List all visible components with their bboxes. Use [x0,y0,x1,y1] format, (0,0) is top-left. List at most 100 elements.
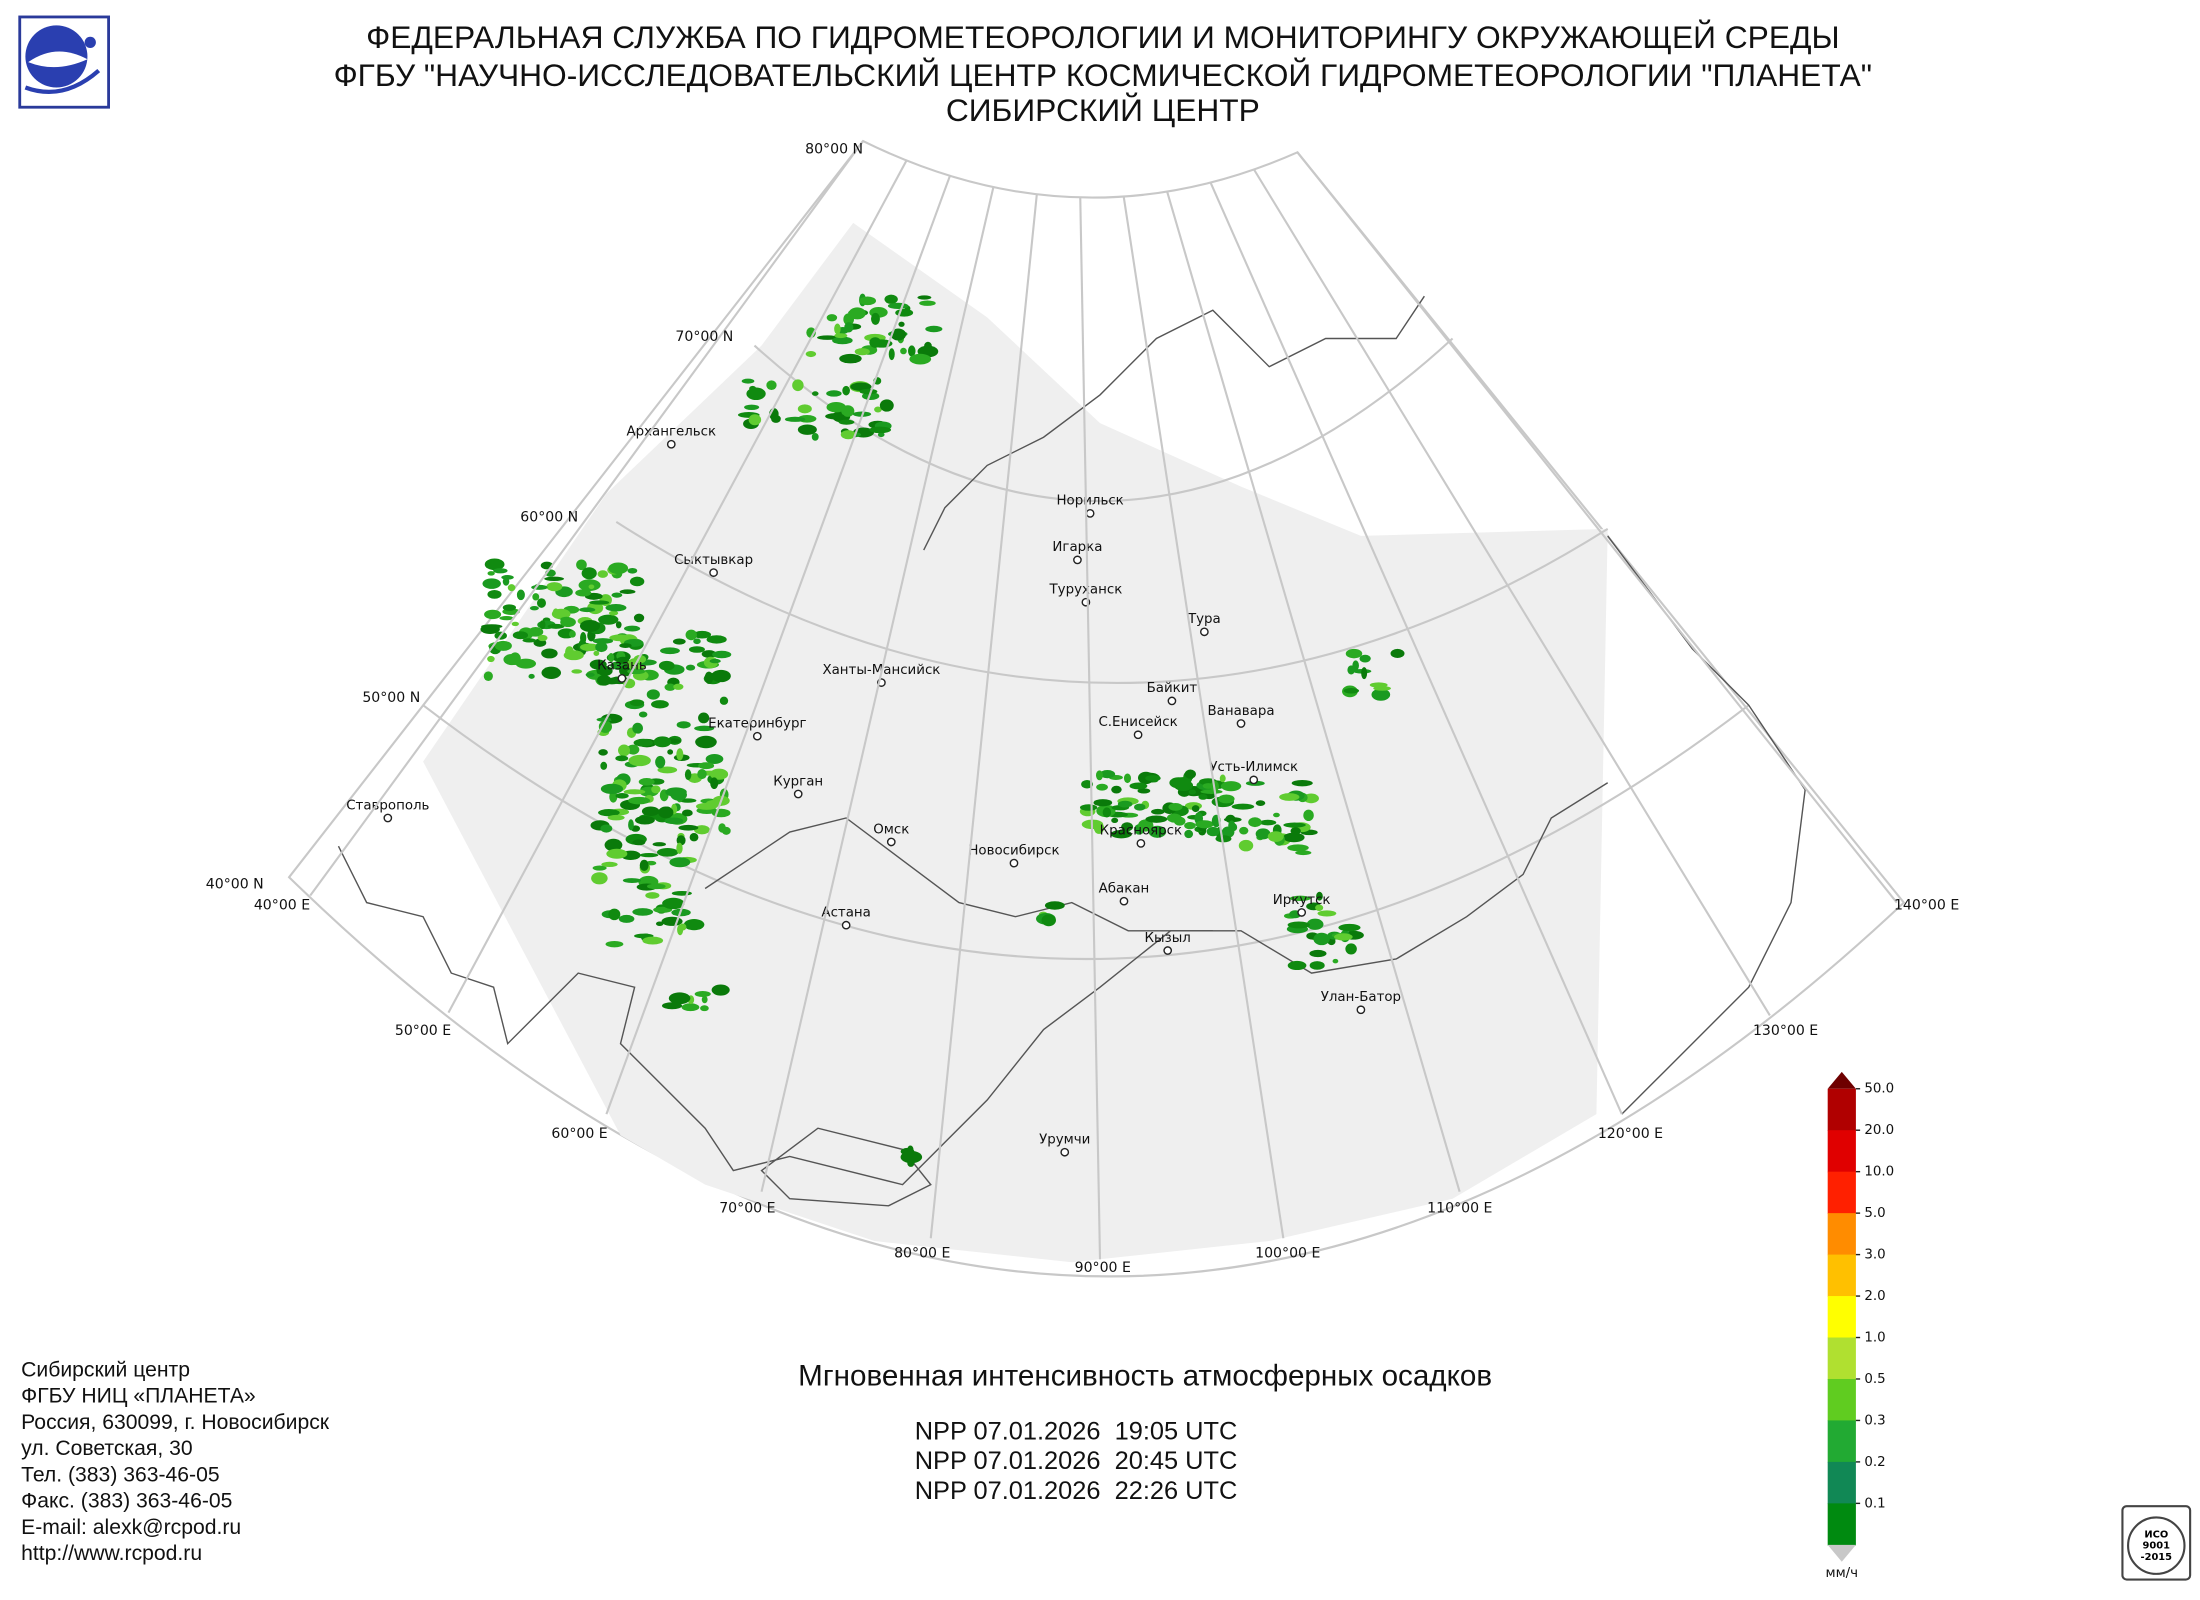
precip-cell [615,793,629,799]
precip-cell [1371,688,1391,701]
precip-cell [539,620,546,630]
precip-cell [1343,688,1360,694]
precip-cell [676,842,683,854]
precip-cell [592,865,607,871]
header-line: СИБИРСКИЙ ЦЕНТР [946,92,1260,128]
precip-cell [706,635,727,644]
legend-top [1827,1071,1856,1089]
precip-cell [483,671,493,682]
precip-cell [563,650,584,661]
precip-cell [695,735,717,749]
precip-cell [890,328,906,341]
precip-cell [679,798,697,803]
legend-swatch [1827,1378,1856,1422]
city-label: Омск [873,822,909,837]
meridian [1296,151,1898,904]
precip-cell [1289,895,1311,901]
precip-cell [611,592,623,598]
precip-cell [593,650,600,656]
precip-cell [1099,769,1116,779]
precip-cell [701,650,717,658]
meridian [1079,197,1102,1260]
precip-cell [669,857,691,868]
precip-cell [1359,654,1371,663]
precip-cell [641,806,660,817]
precip-cell [838,419,855,425]
city-marker [1060,1147,1070,1157]
precip-cell [487,590,502,599]
precip-cell [850,382,872,391]
city-marker [383,813,393,823]
precip-cell [1259,819,1277,826]
graticule-label: 130°00 E [1753,1023,1818,1039]
precip-cell [628,796,651,805]
precip-cell [638,777,655,786]
city-label: Игарка [1052,540,1102,555]
precip-cell [884,294,898,304]
legend-label: 50.0 [1864,1082,1894,1097]
precip-cell [709,768,729,780]
precip-cell [653,736,672,748]
precip-cell [560,617,576,627]
precip-cell [494,640,512,651]
precip-cell [499,615,514,621]
legend-swatch [1827,1171,1856,1214]
precip-cell [571,669,583,674]
precip-cell [515,658,537,669]
precip-cell [869,426,892,434]
city-label: Улан-Батор [1321,990,1401,1005]
precip-cell [698,762,715,770]
pass-line: NPP 07.01.2026 20:45 UTC [915,1447,1238,1475]
precip-cell [591,872,608,885]
city-label: Ванавара [1207,704,1274,719]
precip-cell [859,296,877,306]
legend-label: 0.5 [1864,1372,1885,1387]
meridian [1166,191,1461,1192]
precip-cell [1184,829,1194,839]
precip-cell [1295,850,1312,856]
precip-cell [658,660,675,671]
precip-cell [598,809,620,817]
precip-cell [537,634,548,642]
precip-cell [619,589,636,594]
city-marker [886,837,896,847]
precip-cell [842,385,850,396]
meridian [1122,196,1285,1239]
precip-cell [596,717,613,722]
city-marker [1009,858,1019,868]
precip-cell [623,789,646,795]
precip-cell [887,302,909,310]
precip-cell [811,432,819,441]
city-marker [752,731,762,741]
precip-cell [668,992,691,1005]
precip-cell [1102,807,1112,818]
header-line: ФГБУ "НАУЧНО-ИССЛЕДОВАТЕЛЬСКИЙ ЦЕНТР КОС… [334,57,1873,93]
city-label: Казань [597,659,647,674]
precip-cell [748,414,762,426]
precip-cell [1121,822,1134,832]
precip-cell [704,671,714,684]
precip-cell [1223,817,1242,823]
precip-cell [655,921,664,927]
precip-cell [619,643,632,648]
precip-cell [766,380,777,391]
precip-cell [746,387,766,401]
precip-cell [1248,817,1262,828]
city-marker [1356,1005,1366,1015]
iso-text: 9001 [2143,1541,2171,1552]
precip-cell [1129,782,1148,790]
precip-cell [1202,783,1215,789]
graticule-label: 50°00 N [362,690,420,706]
precip-cell [633,613,645,623]
precip-cell [651,785,661,794]
iso-badge [2121,1505,2192,1581]
city-marker [617,673,627,683]
graticule-label: 80°00 E [894,1246,950,1262]
precip-cell [1123,773,1132,784]
precip-cell [597,665,613,677]
precip-cell [575,589,592,597]
precip-cell [848,307,866,320]
legend-label: 1.0 [1864,1331,1885,1346]
